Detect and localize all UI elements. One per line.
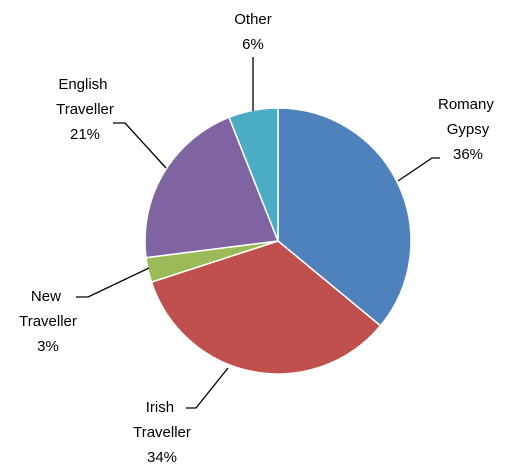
slice-value-label: 34% bbox=[147, 449, 177, 466]
slice-label: English Traveller bbox=[56, 76, 114, 118]
leader-line bbox=[397, 157, 440, 182]
slice-value-label: 3% bbox=[37, 338, 59, 355]
slice-value-label: 6% bbox=[242, 36, 264, 53]
slice-label: Irish Traveller bbox=[133, 399, 191, 441]
slice-value-label: 21% bbox=[70, 126, 100, 143]
slice-label: New Traveller bbox=[19, 288, 77, 330]
slice-value-label: 36% bbox=[453, 146, 483, 163]
slice-label: Romany Gypsy bbox=[438, 96, 498, 138]
pie-slice bbox=[277, 107, 412, 327]
leader-line bbox=[76, 267, 150, 298]
leader-line bbox=[113, 122, 167, 169]
leader-line bbox=[186, 367, 229, 409]
pie-slice bbox=[144, 116, 280, 259]
pie-slice bbox=[150, 240, 382, 375]
slice-label: Other bbox=[234, 11, 272, 28]
